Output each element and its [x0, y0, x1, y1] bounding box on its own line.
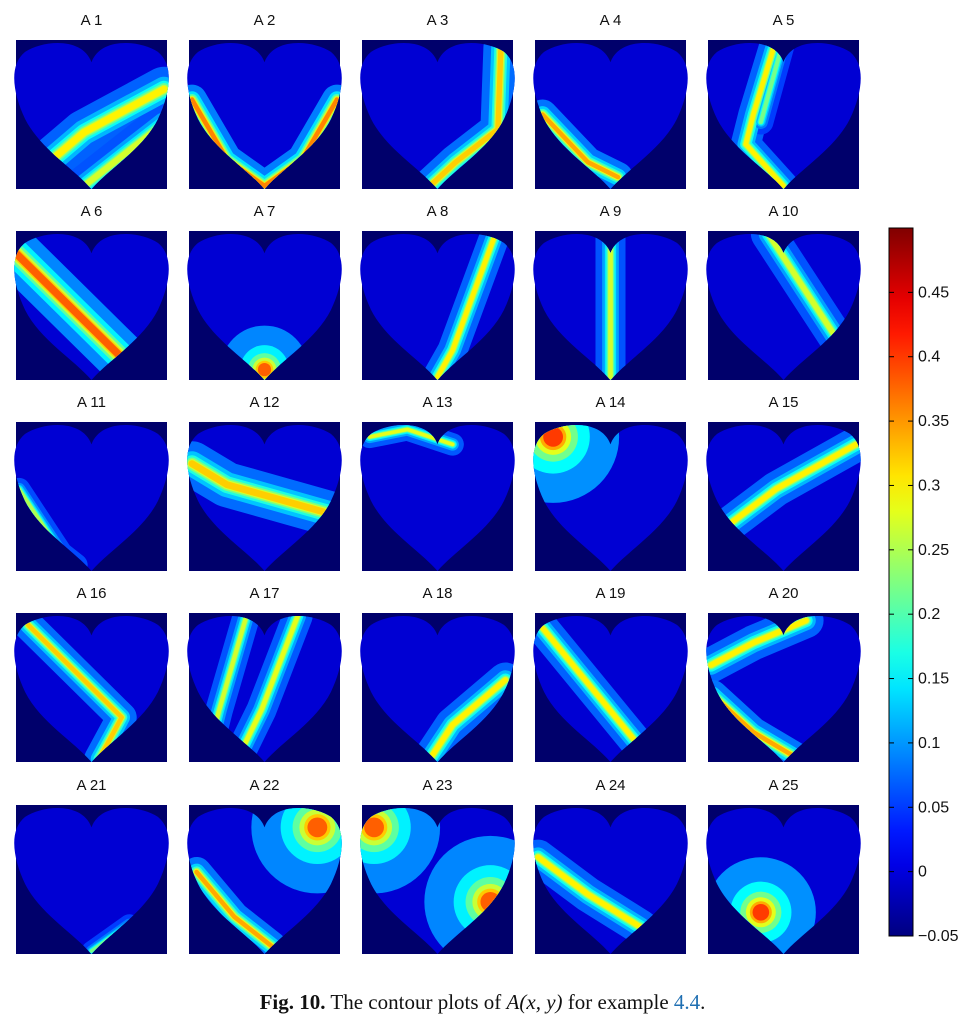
contour-panel: A 3	[360, 12, 515, 189]
contour-panel: A 6	[14, 203, 169, 380]
contour-panel: A 15	[706, 394, 861, 571]
contour-panel: A 8	[360, 203, 515, 380]
panel-title: A 16	[76, 585, 106, 602]
colorbar-tick-label: 0.1	[918, 735, 940, 752]
panel-title: A 14	[595, 394, 625, 411]
contour-panel: A 4	[533, 12, 688, 189]
panel-title: A 13	[422, 394, 452, 411]
contour-panel: A 13	[360, 394, 515, 571]
contour-panel: A 2	[187, 12, 342, 189]
contour-panel: A 16	[14, 585, 169, 762]
contour-band	[239, 616, 300, 753]
contour-panel: A 20	[706, 585, 861, 762]
panel-title: A 9	[600, 203, 622, 220]
panel-title: A 23	[422, 777, 452, 794]
contour-band	[435, 234, 498, 380]
contour-band	[194, 869, 275, 949]
contour-blob	[257, 362, 272, 377]
contour-band	[540, 625, 641, 747]
colorbar-tick-label: 0.35	[918, 413, 949, 430]
contour-panel: A 5	[706, 12, 861, 189]
panel-title: A 8	[427, 203, 449, 220]
contour-panel: A 19	[533, 585, 688, 762]
contour-panel: A 7	[187, 203, 342, 380]
contour-panel: A 11	[14, 394, 169, 571]
contour-panel: A 23	[360, 777, 515, 954]
panel-title: A 7	[254, 203, 276, 220]
contour-blob	[752, 903, 770, 921]
contour-panel: A 10	[706, 203, 861, 380]
panel-title: A 12	[249, 394, 279, 411]
panel-title: A 21	[76, 777, 106, 794]
contour-panel: A 24	[533, 777, 688, 954]
contour-panel: A 22	[187, 777, 342, 954]
heart-domain	[360, 425, 515, 571]
panel-title: A 10	[768, 203, 798, 220]
panel-title: A 15	[768, 394, 798, 411]
contour-panel: A 18	[360, 585, 515, 762]
panel-title: A 20	[768, 585, 798, 602]
contour-blob	[543, 427, 564, 447]
panel-title: A 22	[249, 777, 279, 794]
contour-blob	[364, 817, 384, 838]
heart-domain	[187, 234, 342, 380]
contour-band	[25, 622, 124, 762]
contour-panel: A 25	[706, 777, 861, 954]
panel-title: A 19	[595, 585, 625, 602]
contour-band	[188, 460, 336, 518]
caption-ref-link[interactable]: 4.4	[673, 990, 701, 1014]
panel-title: A 4	[600, 12, 622, 29]
contour-band	[708, 617, 809, 668]
contour-panel: A 21	[14, 777, 169, 954]
panel-title: A 6	[81, 203, 103, 220]
panel-title: A 24	[595, 777, 625, 794]
caption-math: A(x, y)	[506, 990, 563, 1014]
panel-title: A 25	[768, 777, 798, 794]
contour-band	[765, 234, 843, 346]
contour-band	[727, 441, 859, 526]
contour-panel: A 1	[14, 12, 169, 189]
contour-panel: A 12	[187, 394, 342, 571]
contour-figure: A 1 A 2 A 3 A 4 A 5 A 6 A 7 A 8 A 9 A 10 A 11 A 12 A…	[14, 12, 959, 954]
colorbar: −0.05 0 0.05 0.1 0.15 0.2 0.25 0.3 0.35 0.4 0.45	[888, 227, 959, 945]
colorbar-tick-label: 0	[918, 864, 927, 881]
colorbar-tick-label: −0.05	[918, 928, 959, 945]
colorbar-gradient	[888, 227, 914, 937]
colorbar-tick-label: 0.15	[918, 671, 949, 688]
figure-caption: Fig. 10. The contour plots of A(x, y) fo…	[0, 990, 965, 1015]
contour-band	[427, 677, 509, 762]
caption-text-prefix: The contour plots of	[325, 990, 507, 1014]
contour-panel: A 17	[187, 585, 342, 762]
contour-band	[14, 249, 126, 362]
contour-panel: A 14	[533, 394, 688, 571]
contour-band	[189, 97, 340, 189]
colorbar-tick-label: 0.4	[918, 349, 940, 366]
colorbar-tick-label: 0.05	[918, 799, 949, 816]
panel-title: A 5	[773, 12, 795, 29]
contour-blob	[307, 817, 328, 838]
panel-title: A 17	[249, 585, 279, 602]
caption-label: Fig. 10.	[259, 990, 326, 1014]
colorbar-tick-label: 0.45	[918, 284, 949, 301]
panel-title: A 1	[81, 12, 103, 29]
contour-band	[743, 43, 786, 189]
caption-text-suffix: .	[700, 990, 706, 1014]
colorbar-tick-label: 0.2	[918, 606, 940, 623]
panel-title: A 2	[254, 12, 276, 29]
panel-title: A 11	[77, 394, 106, 411]
panel-grid: A 1 A 2 A 3 A 4 A 5 A 6 A 7 A 8 A 9 A 10 A 11 A 12 A…	[14, 12, 861, 954]
caption-text-middle: for example	[562, 990, 674, 1014]
panel-title: A 18	[422, 585, 452, 602]
contour-band	[535, 854, 644, 930]
contour-band	[540, 112, 621, 180]
colorbar-tick-label: 0.25	[918, 542, 949, 559]
contour-panel: A 9	[533, 203, 688, 380]
panel-title: A 3	[427, 12, 449, 29]
colorbar-tick-label: 0.3	[918, 477, 940, 494]
contour-band	[427, 44, 504, 189]
